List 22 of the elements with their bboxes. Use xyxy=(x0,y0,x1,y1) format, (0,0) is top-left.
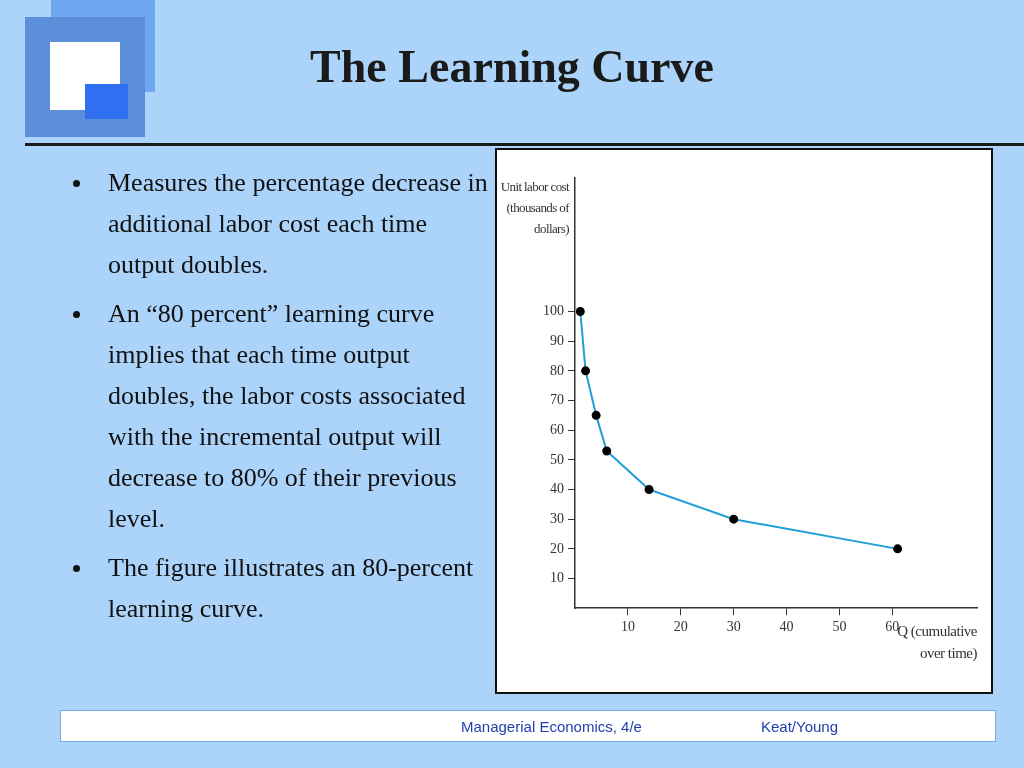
y-tick-label: 10 xyxy=(550,570,564,586)
y-tick-label: 20 xyxy=(550,540,564,556)
x-tick-label: 30 xyxy=(726,619,741,635)
y-tick-label: 80 xyxy=(550,362,564,378)
y-axis-title: Unit labor cost (thousands of dollars) xyxy=(499,178,569,238)
chart-title: The Learning Curve xyxy=(309,40,715,93)
y-tick-label: 40 xyxy=(550,481,564,497)
y-tick-label: 50 xyxy=(550,451,564,467)
text: The figure illustrates an 80-percent learning curve. xyxy=(108,552,475,625)
text: Managerial Economics, 4/e xyxy=(461,718,642,735)
text: Keat/Young xyxy=(761,718,839,735)
x-tick-label: 40 xyxy=(779,619,794,635)
text: Measures the percentage decrease in additional labor cost each time output doubles. xyxy=(108,167,489,281)
text: An “80 percent” learning curve implies that each time output doubles, the labor costs associated with the incremental output will decrease to 80% of their previous level. xyxy=(108,298,467,535)
y-tick-label: 70 xyxy=(550,392,564,408)
x-tick-label: 20 xyxy=(673,619,688,635)
x-tick-label: 50 xyxy=(832,619,847,635)
y-tick-label: 100 xyxy=(543,303,564,319)
y-tick-label: 30 xyxy=(550,510,564,526)
x-tick-label: 10 xyxy=(620,619,635,635)
y-tick-label: 90 xyxy=(550,332,564,348)
y-tick-label: 60 xyxy=(550,421,564,437)
